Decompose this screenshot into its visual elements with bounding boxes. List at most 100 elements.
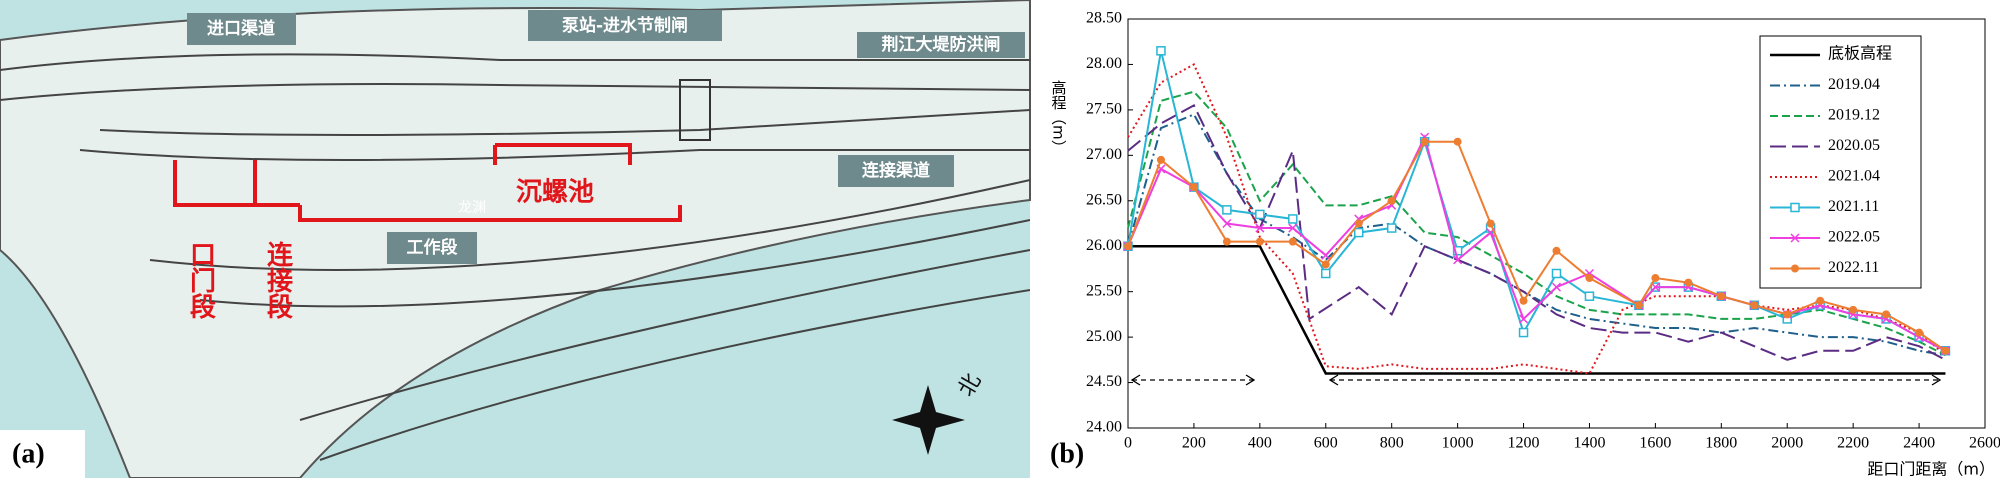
series-line [1128, 244, 1946, 375]
map-gate-structure [679, 79, 711, 141]
legend-label: 2021.04 [1828, 168, 1880, 185]
label-box [187, 13, 296, 45]
map-label: 泵站-进水节制闸 [562, 15, 688, 36]
x-axis-label: 距口门距离（m） [1867, 460, 1995, 478]
series [1127, 113, 1946, 357]
map-label: 龙渊 [458, 200, 486, 216]
y-tick-label: 27.00 [1086, 146, 1122, 163]
marker [1222, 237, 1231, 246]
map-brackets [173, 143, 682, 222]
series [1128, 244, 1946, 375]
marker [1585, 274, 1594, 283]
marker [1790, 233, 1800, 243]
x-tick-label: 1400 [1573, 435, 1605, 452]
marker [1321, 250, 1331, 260]
y-axis-label: 高程（m） [1050, 80, 1068, 155]
marker [1791, 264, 1799, 273]
y-tick-label: 26.00 [1086, 237, 1122, 254]
y-tick-label: 26.50 [1086, 191, 1122, 208]
x-tick-label: 1600 [1639, 435, 1671, 452]
series-line [1127, 134, 1946, 352]
legend-box [1759, 35, 1922, 289]
arrow-head [1130, 374, 1942, 386]
x-tick-label: 1800 [1705, 435, 1737, 452]
label-box [857, 32, 1025, 58]
marker [1551, 282, 1562, 292]
legend-label: 2019.04 [1828, 76, 1880, 93]
marker [1156, 155, 1165, 164]
marker [1156, 46, 1166, 56]
x-tick-label: 200 [1182, 435, 1206, 452]
panel-label-box [0, 430, 85, 478]
map-label: 荆江大堤防洪闸 [882, 34, 1001, 55]
map-label: 沉螺池 [516, 178, 594, 208]
marker [1288, 214, 1298, 224]
y-tick-label: 24.50 [1086, 373, 1122, 390]
x-tick-label: 2000 [1771, 435, 1803, 452]
x-tick-label: 400 [1248, 435, 1272, 452]
x-tick-label: 2200 [1837, 435, 1869, 452]
marker [1387, 196, 1396, 205]
x-tick-label: 2600 [1969, 435, 2000, 452]
map-label: 口门段 [186, 241, 216, 320]
marker [1453, 255, 1463, 265]
label-box [528, 10, 722, 41]
y-tick-label: 25.00 [1086, 328, 1122, 345]
marker [1750, 301, 1759, 310]
map-label: 连接段 [263, 241, 293, 320]
map-panel: 进口渠道 泵站-进水节制闸 荆江大堤防洪闸 连接渠道 工作段 沉螺池 龙渊 口门… [0, 0, 1031, 478]
y-tick-label: 24.00 [1086, 419, 1122, 436]
marker [1420, 137, 1429, 146]
legend-label: 底板高程 [1828, 45, 1892, 63]
marker [1849, 305, 1858, 314]
arrow-heads [1130, 374, 1942, 386]
marker [1717, 292, 1726, 301]
marker [1816, 296, 1825, 305]
legend-label: 2020.05 [1828, 137, 1880, 154]
marker [1650, 282, 1660, 292]
legend-label: 2019.12 [1828, 107, 1880, 124]
marker [1321, 260, 1330, 269]
y-tick-label: 28.50 [1086, 10, 1122, 27]
marker [1321, 268, 1331, 279]
series [1124, 137, 1950, 355]
marker [1783, 310, 1792, 319]
map-label: 进口渠道 [207, 18, 275, 39]
marker [1354, 219, 1363, 228]
x-tick-label: 2400 [1903, 435, 1935, 452]
marker [1452, 246, 1463, 256]
legend-label: 2021.11 [1828, 198, 1879, 215]
marker [1386, 223, 1397, 233]
marker [1941, 346, 1950, 355]
marker [1790, 202, 1800, 213]
marker [1353, 227, 1364, 238]
x-tick-label: 0 [1124, 435, 1132, 452]
marker [1518, 327, 1529, 338]
marker [1519, 314, 1529, 324]
label-box [838, 155, 954, 187]
map-label: 连接渠道 [862, 160, 930, 181]
marker [1453, 137, 1462, 146]
marker [1255, 209, 1265, 220]
marker [1222, 205, 1232, 215]
panel-label: (a) [12, 438, 45, 469]
marker [1124, 242, 1132, 251]
series-line [1127, 140, 1947, 352]
marker [1584, 291, 1595, 301]
y-tick-label: 28.00 [1086, 55, 1122, 72]
panel-label: (b) [1050, 438, 1084, 469]
x-tick-label: 1200 [1508, 435, 1540, 452]
y-tick-label: 25.50 [1086, 282, 1122, 299]
marker [1255, 237, 1264, 246]
marker [1551, 268, 1562, 279]
x-tick-label: 800 [1380, 435, 1404, 452]
marker [1882, 310, 1891, 319]
series-line [1127, 90, 1946, 357]
marker [1288, 223, 1298, 233]
map-label: 工作段 [407, 237, 458, 258]
marker [1222, 218, 1232, 229]
x-tick-label: 600 [1314, 435, 1338, 452]
north-arrow [892, 385, 965, 455]
marker [1519, 296, 1528, 305]
